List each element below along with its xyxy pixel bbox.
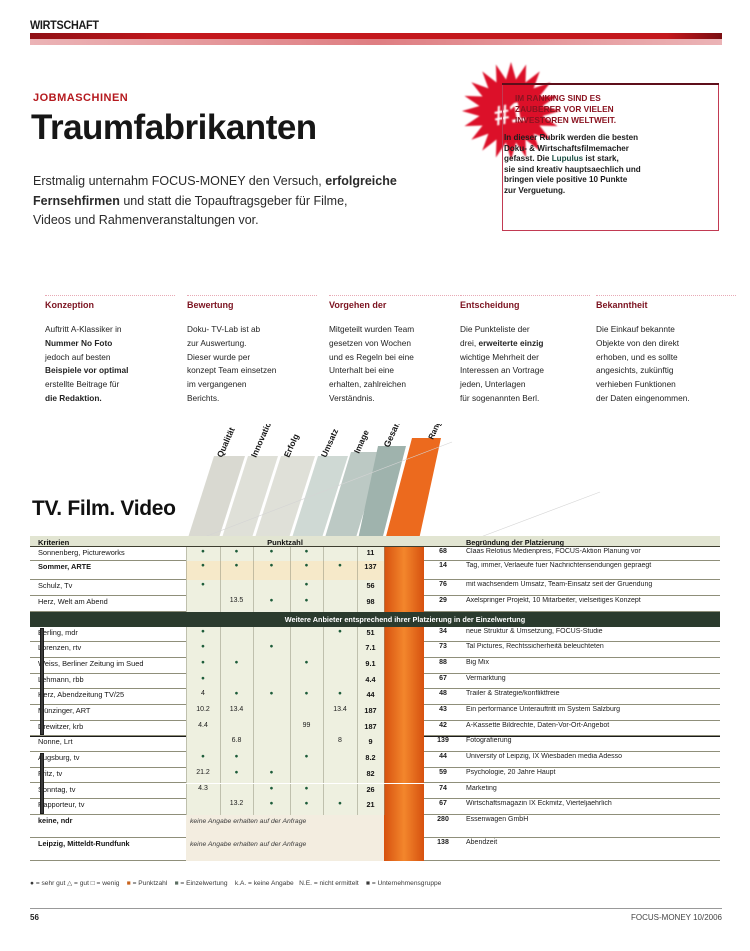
svg-text:Umsatz: Umsatz	[319, 427, 340, 459]
svg-text:Qualität: Qualität	[215, 426, 237, 459]
svg-text:Erfolg: Erfolg	[282, 432, 301, 459]
svg-text:Image: Image	[352, 428, 371, 455]
svg-text:Innovation: Innovation	[249, 424, 276, 459]
svg-text:Gesamt: Gesamt	[382, 424, 405, 449]
